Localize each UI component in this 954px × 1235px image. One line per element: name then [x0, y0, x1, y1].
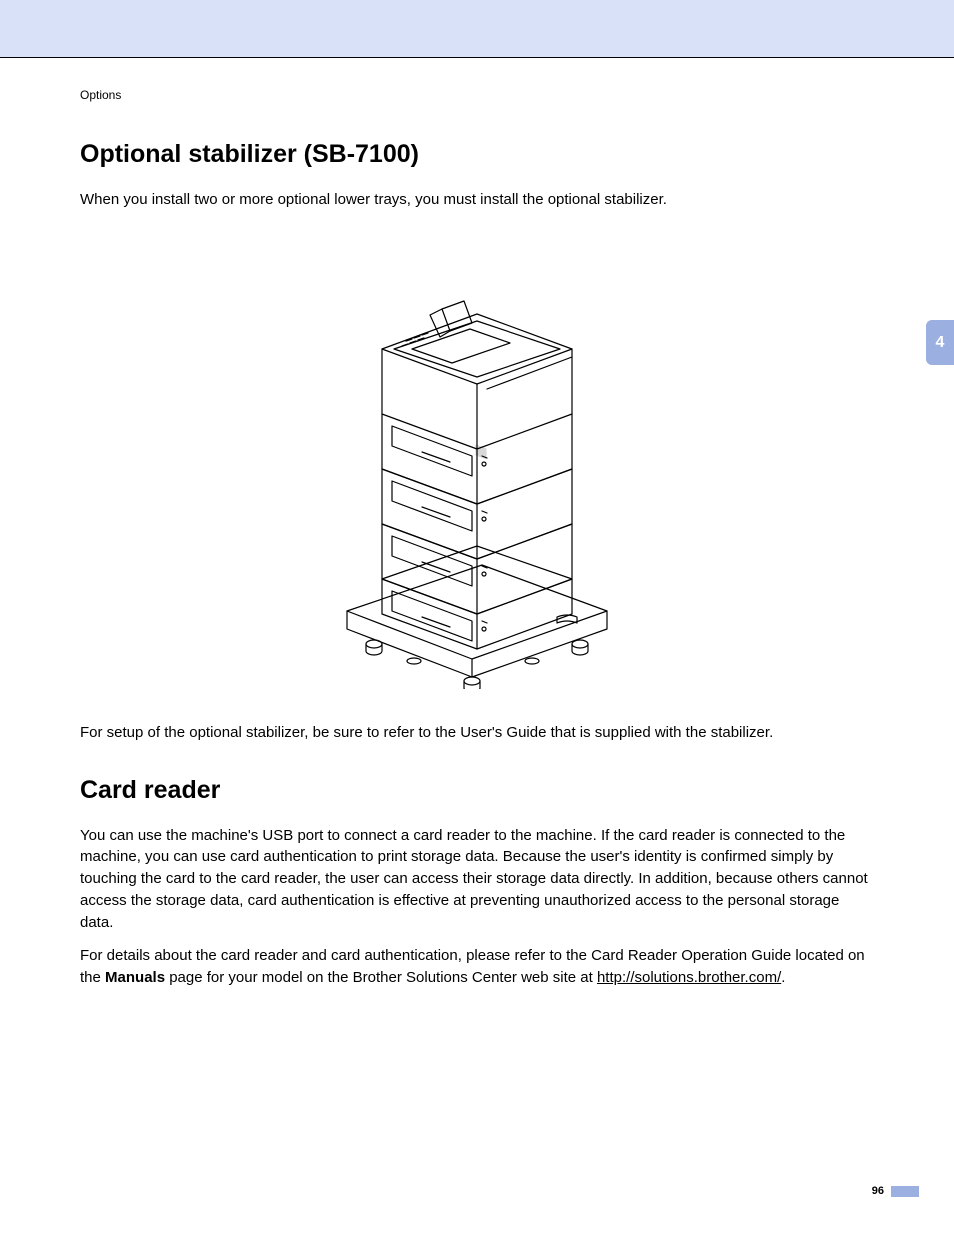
page-number: 96 [872, 1185, 884, 1197]
page-content: Options Optional stabilizer (SB-7100) Wh… [0, 58, 954, 989]
breadcrumb: Options [80, 88, 874, 102]
stabilizer-footer: For setup of the optional stabilizer, be… [80, 722, 874, 744]
para2-bold: Manuals [105, 969, 165, 986]
printer-stabilizer-drawing [322, 249, 632, 689]
solutions-link[interactable]: http://solutions.brother.com/ [597, 969, 781, 986]
chapter-number: 4 [936, 334, 945, 352]
chapter-tab: 4 [926, 320, 954, 365]
para2-part-c: . [781, 969, 785, 986]
stabilizer-intro: When you install two or more optional lo… [80, 189, 874, 211]
page-accent [891, 1186, 919, 1197]
card-reader-para1: You can use the machine's USB port to co… [80, 825, 874, 934]
card-reader-para2: For details about the card reader and ca… [80, 945, 874, 989]
header-bar [0, 0, 954, 58]
heading-stabilizer: Optional stabilizer (SB-7100) [80, 140, 874, 169]
printer-figure [80, 249, 874, 694]
para2-part-b: page for your model on the Brother Solut… [165, 969, 597, 986]
heading-card-reader: Card reader [80, 776, 874, 805]
